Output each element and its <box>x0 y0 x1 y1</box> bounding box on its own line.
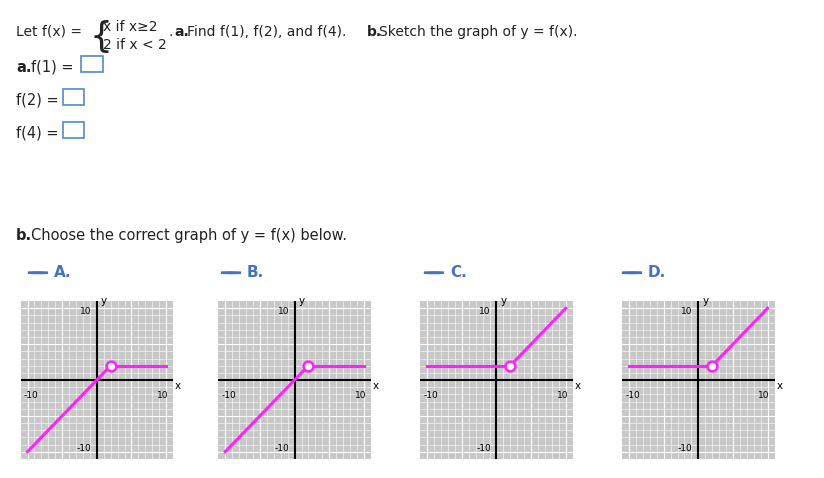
Text: Choose the correct graph of y = f(x) below.: Choose the correct graph of y = f(x) bel… <box>31 228 347 243</box>
Text: f(2) =: f(2) = <box>16 93 59 108</box>
Text: x if x≥2: x if x≥2 <box>103 20 157 33</box>
Text: a.: a. <box>175 24 190 39</box>
Text: y: y <box>299 296 305 306</box>
Text: 10: 10 <box>354 391 366 400</box>
Text: D.: D. <box>648 265 666 280</box>
Text: f(4) =: f(4) = <box>16 126 59 141</box>
Text: 10: 10 <box>157 391 168 400</box>
Text: C.: C. <box>450 265 466 280</box>
Text: b.: b. <box>16 228 32 243</box>
Text: -10: -10 <box>625 391 640 400</box>
FancyBboxPatch shape <box>82 55 103 72</box>
Text: -10: -10 <box>476 444 491 453</box>
Text: -10: -10 <box>424 391 438 400</box>
Text: x: x <box>777 381 783 391</box>
Text: 10: 10 <box>681 307 693 316</box>
Text: 10: 10 <box>80 307 91 316</box>
Text: {: { <box>90 20 112 54</box>
Text: x: x <box>373 381 379 391</box>
FancyBboxPatch shape <box>63 89 85 105</box>
Text: x: x <box>575 381 581 391</box>
Text: a.: a. <box>16 60 31 75</box>
Text: B.: B. <box>247 265 264 280</box>
Text: -10: -10 <box>24 391 39 400</box>
Text: Sketch the graph of y = f(x).: Sketch the graph of y = f(x). <box>380 24 578 39</box>
Text: 10: 10 <box>480 307 491 316</box>
Text: Let f(x) =: Let f(x) = <box>16 24 82 39</box>
Text: Find f(1), f(2), and f(4).: Find f(1), f(2), and f(4). <box>187 24 347 39</box>
Text: 10: 10 <box>278 307 289 316</box>
Text: y: y <box>101 296 107 306</box>
Text: -10: -10 <box>274 444 289 453</box>
Text: x: x <box>176 381 181 391</box>
Text: -10: -10 <box>678 444 693 453</box>
Text: y: y <box>501 296 507 306</box>
Text: y: y <box>703 296 709 306</box>
Text: -10: -10 <box>222 391 236 400</box>
Text: 10: 10 <box>556 391 568 400</box>
Text: A.: A. <box>54 265 72 280</box>
FancyBboxPatch shape <box>63 122 85 138</box>
Text: f(1) =: f(1) = <box>31 60 73 75</box>
Text: 10: 10 <box>758 391 770 400</box>
Text: 2 if x < 2: 2 if x < 2 <box>103 38 167 52</box>
Text: -10: -10 <box>77 444 91 453</box>
Text: b.: b. <box>367 24 382 39</box>
Text: .: . <box>169 24 173 39</box>
